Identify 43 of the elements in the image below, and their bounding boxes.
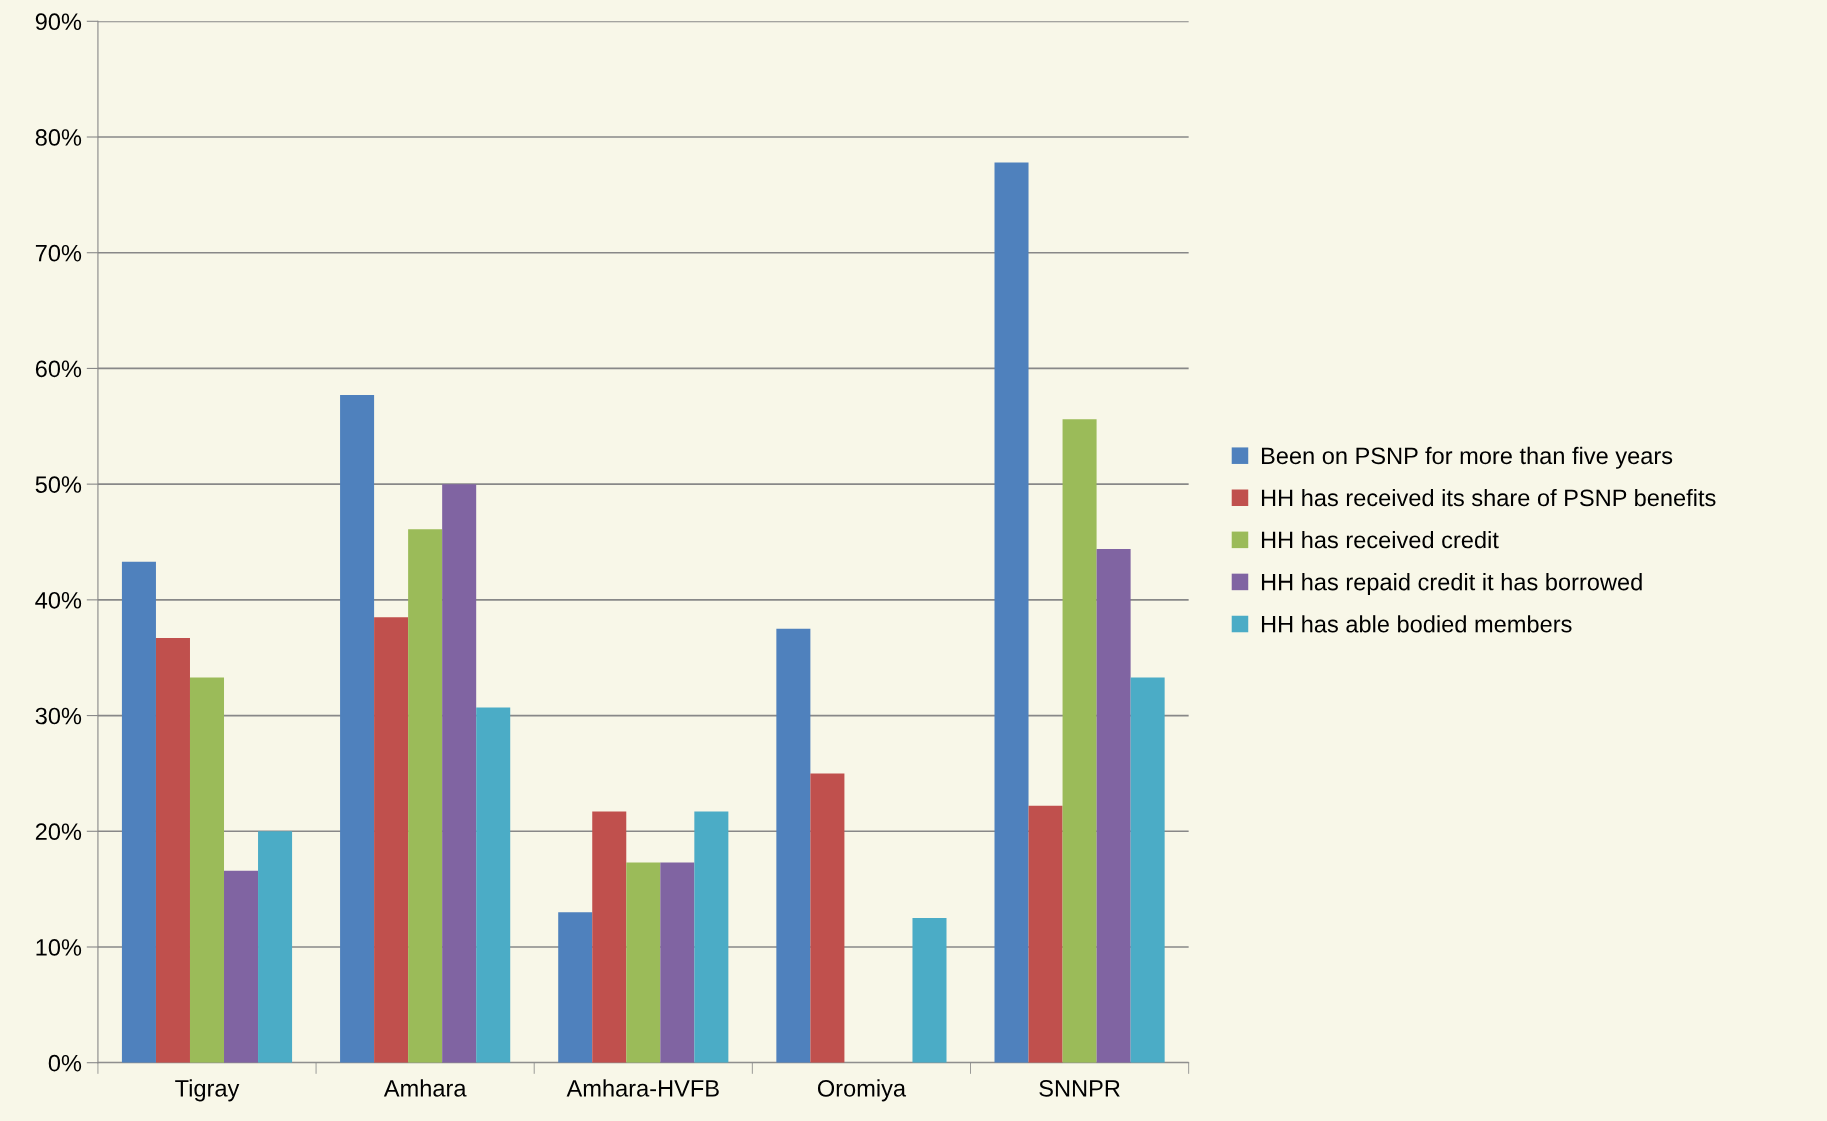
- y-tick-label: 80%: [35, 129, 82, 146]
- bar: [189, 677, 225, 1063]
- bar: [592, 811, 627, 1063]
- bar: [994, 162, 1029, 1063]
- bar: [121, 561, 156, 1063]
- bar: [340, 395, 375, 1063]
- y-tick-label: 50%: [35, 476, 82, 493]
- bar: [1062, 419, 1097, 1063]
- y-tick-label: 70%: [35, 244, 82, 262]
- bar: [1028, 805, 1063, 1063]
- x-tick-label: Oromiya: [817, 1079, 907, 1102]
- y-tick-label: 0%: [48, 1054, 82, 1072]
- bar: [626, 862, 661, 1063]
- x-tick-label: Amhara: [383, 1079, 467, 1097]
- bar: [694, 811, 729, 1063]
- bar: [1130, 677, 1165, 1063]
- bar: [408, 529, 443, 1063]
- bar: [776, 628, 811, 1063]
- legend-label: HH has repaid credit it has borrowed: [1261, 573, 1642, 596]
- bar: [660, 862, 695, 1063]
- bar: [476, 707, 511, 1063]
- bar: [155, 638, 190, 1063]
- x-tick-label: Tigray: [175, 1079, 240, 1102]
- legend-label: HH has able bodied members: [1261, 615, 1572, 633]
- bar: [810, 773, 845, 1063]
- bar: [558, 912, 593, 1063]
- x-tick-label: Amhara-HVFB: [566, 1079, 719, 1097]
- bar: [224, 870, 259, 1063]
- x-tick-label: SNNPR: [1039, 1080, 1120, 1097]
- bar: [374, 617, 409, 1063]
- bar: [258, 831, 293, 1063]
- y-tick-label: 20%: [35, 823, 82, 841]
- legend-label: HH has received its share of PSNP benefits: [1261, 488, 1716, 507]
- y-tick-label: 40%: [35, 591, 82, 609]
- legend-label: Been on PSNP for more than five years: [1261, 446, 1673, 469]
- y-tick-label: 60%: [35, 360, 82, 378]
- y-tick-label: 30%: [35, 707, 82, 725]
- y-tick-label: 90%: [35, 13, 82, 31]
- bar: [442, 484, 477, 1063]
- bar: [1096, 548, 1131, 1063]
- y-tick-label: 10%: [36, 939, 82, 956]
- bar: [912, 918, 947, 1063]
- legend-label: HH has received credit: [1261, 531, 1499, 549]
